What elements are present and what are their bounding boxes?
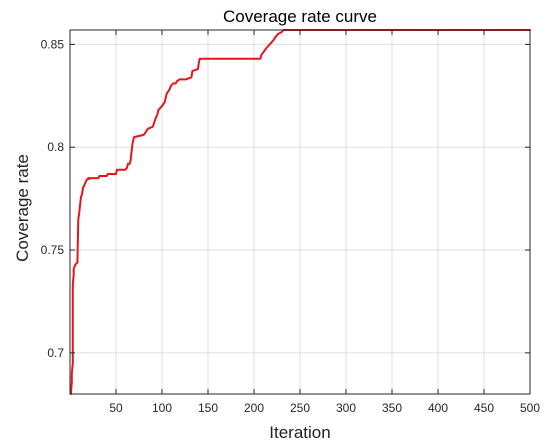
x-tick-label: 250	[290, 401, 310, 415]
x-tick-labels: 50 100 150 200 250 300 350 400 450 500	[109, 401, 540, 415]
y-tick-label: 0.75	[41, 243, 65, 257]
x-tick-label: 150	[198, 401, 218, 415]
y-tick-labels: 0.7 0.75 0.8 0.85	[41, 37, 65, 359]
x-axis-label: Iteration	[269, 423, 330, 442]
grid-lines	[70, 30, 531, 394]
series-layer	[69, 29, 531, 395]
x-tick-label: 200	[244, 401, 264, 415]
y-axis-label: Coverage rate	[13, 154, 32, 262]
tick-marks	[70, 30, 531, 394]
x-tick-label: 350	[382, 401, 402, 415]
x-tick-label: 50	[109, 401, 123, 415]
x-tick-label: 500	[520, 401, 540, 415]
coverage-rate-line	[69, 29, 531, 395]
y-tick-label: 0.85	[41, 37, 65, 51]
x-tick-label: 300	[336, 401, 356, 415]
chart-title: Coverage rate curve	[223, 7, 377, 26]
x-tick-label: 450	[474, 401, 494, 415]
x-tick-label: 400	[428, 401, 448, 415]
x-tick-label: 100	[152, 401, 172, 415]
y-tick-label: 0.7	[47, 346, 64, 360]
y-tick-label: 0.8	[47, 140, 64, 154]
